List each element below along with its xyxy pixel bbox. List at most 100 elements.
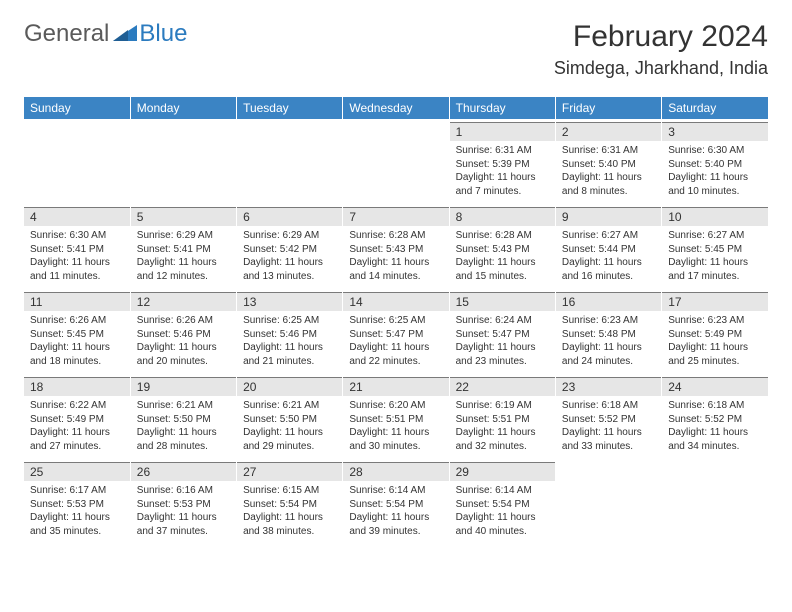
month-title: February 2024 (554, 20, 768, 54)
sunrise-line: Sunrise: 6:30 AM (668, 144, 762, 158)
sunset-line: Sunset: 5:43 PM (349, 243, 442, 257)
sunset-line: Sunset: 5:42 PM (243, 243, 336, 257)
calendar-cell: 21Sunrise: 6:20 AMSunset: 5:51 PMDayligh… (343, 376, 449, 461)
day-number: 25 (24, 462, 130, 481)
calendar-cell: 9Sunrise: 6:27 AMSunset: 5:44 PMDaylight… (555, 206, 661, 291)
daylight-line: Daylight: 11 hours and 39 minutes. (349, 511, 442, 538)
day-number: 17 (662, 292, 768, 311)
calendar-cell: 28Sunrise: 6:14 AMSunset: 5:54 PMDayligh… (343, 461, 449, 545)
daylight-line: Daylight: 11 hours and 28 minutes. (137, 426, 230, 453)
sunset-line: Sunset: 5:46 PM (137, 328, 230, 342)
calendar-cell (343, 121, 449, 206)
sunset-line: Sunset: 5:52 PM (668, 413, 762, 427)
weekday-header: Friday (555, 97, 661, 121)
sunrise-line: Sunrise: 6:25 AM (243, 314, 336, 328)
day-details: Sunrise: 6:20 AMSunset: 5:51 PMDaylight:… (343, 396, 448, 459)
day-number: 10 (662, 207, 768, 226)
sunset-line: Sunset: 5:54 PM (456, 498, 549, 512)
sunrise-line: Sunrise: 6:23 AM (668, 314, 762, 328)
calendar-cell: 22Sunrise: 6:19 AMSunset: 5:51 PMDayligh… (449, 376, 555, 461)
day-number: 1 (450, 122, 555, 141)
sunset-line: Sunset: 5:45 PM (668, 243, 762, 257)
day-number: 7 (343, 207, 448, 226)
daylight-line: Daylight: 11 hours and 21 minutes. (243, 341, 336, 368)
day-details: Sunrise: 6:23 AMSunset: 5:49 PMDaylight:… (662, 311, 768, 374)
calendar-cell: 6Sunrise: 6:29 AMSunset: 5:42 PMDaylight… (237, 206, 343, 291)
sunrise-line: Sunrise: 6:16 AM (137, 484, 230, 498)
sunset-line: Sunset: 5:43 PM (456, 243, 549, 257)
calendar-cell: 18Sunrise: 6:22 AMSunset: 5:49 PMDayligh… (24, 376, 130, 461)
day-number: 9 (556, 207, 661, 226)
daylight-line: Daylight: 11 hours and 30 minutes. (349, 426, 442, 453)
calendar-cell: 29Sunrise: 6:14 AMSunset: 5:54 PMDayligh… (449, 461, 555, 545)
sunset-line: Sunset: 5:54 PM (349, 498, 442, 512)
day-number: 16 (556, 292, 661, 311)
day-number: 8 (450, 207, 555, 226)
daylight-line: Daylight: 11 hours and 33 minutes. (562, 426, 655, 453)
sunrise-line: Sunrise: 6:26 AM (30, 314, 124, 328)
day-details: Sunrise: 6:29 AMSunset: 5:42 PMDaylight:… (237, 226, 342, 289)
day-details: Sunrise: 6:27 AMSunset: 5:45 PMDaylight:… (662, 226, 768, 289)
day-details: Sunrise: 6:25 AMSunset: 5:47 PMDaylight:… (343, 311, 448, 374)
calendar-cell (24, 121, 130, 206)
day-details: Sunrise: 6:30 AMSunset: 5:41 PMDaylight:… (24, 226, 130, 289)
sunrise-line: Sunrise: 6:29 AM (137, 229, 230, 243)
calendar-cell: 8Sunrise: 6:28 AMSunset: 5:43 PMDaylight… (449, 206, 555, 291)
daylight-line: Daylight: 11 hours and 38 minutes. (243, 511, 336, 538)
day-details: Sunrise: 6:18 AMSunset: 5:52 PMDaylight:… (556, 396, 661, 459)
day-number: 5 (131, 207, 236, 226)
calendar-cell: 13Sunrise: 6:25 AMSunset: 5:46 PMDayligh… (237, 291, 343, 376)
daylight-line: Daylight: 11 hours and 22 minutes. (349, 341, 442, 368)
day-details: Sunrise: 6:14 AMSunset: 5:54 PMDaylight:… (450, 481, 555, 544)
sunset-line: Sunset: 5:50 PM (137, 413, 230, 427)
sunrise-line: Sunrise: 6:23 AM (562, 314, 655, 328)
day-number: 15 (450, 292, 555, 311)
daylight-line: Daylight: 11 hours and 24 minutes. (562, 341, 655, 368)
sunset-line: Sunset: 5:52 PM (562, 413, 655, 427)
day-number: 20 (237, 377, 342, 396)
weekday-header: Tuesday (237, 97, 343, 121)
calendar-header-row: SundayMondayTuesdayWednesdayThursdayFrid… (24, 97, 768, 121)
daylight-line: Daylight: 11 hours and 17 minutes. (668, 256, 762, 283)
sunset-line: Sunset: 5:47 PM (349, 328, 442, 342)
day-details: Sunrise: 6:26 AMSunset: 5:46 PMDaylight:… (131, 311, 236, 374)
sunrise-line: Sunrise: 6:27 AM (562, 229, 655, 243)
day-details: Sunrise: 6:26 AMSunset: 5:45 PMDaylight:… (24, 311, 130, 374)
sunset-line: Sunset: 5:51 PM (456, 413, 549, 427)
location: Simdega, Jharkhand, India (554, 58, 768, 79)
sunrise-line: Sunrise: 6:14 AM (349, 484, 442, 498)
day-number: 21 (343, 377, 448, 396)
day-details: Sunrise: 6:27 AMSunset: 5:44 PMDaylight:… (556, 226, 661, 289)
daylight-line: Daylight: 11 hours and 32 minutes. (456, 426, 549, 453)
logo-text-general: General (24, 20, 109, 48)
daylight-line: Daylight: 11 hours and 12 minutes. (137, 256, 230, 283)
calendar-cell: 7Sunrise: 6:28 AMSunset: 5:43 PMDaylight… (343, 206, 449, 291)
day-number: 14 (343, 292, 448, 311)
calendar-cell: 4Sunrise: 6:30 AMSunset: 5:41 PMDaylight… (24, 206, 130, 291)
daylight-line: Daylight: 11 hours and 35 minutes. (30, 511, 124, 538)
sunrise-line: Sunrise: 6:15 AM (243, 484, 336, 498)
sunrise-line: Sunrise: 6:22 AM (30, 399, 124, 413)
day-details: Sunrise: 6:31 AMSunset: 5:40 PMDaylight:… (556, 141, 661, 204)
day-details: Sunrise: 6:16 AMSunset: 5:53 PMDaylight:… (131, 481, 236, 544)
weekday-header: Sunday (24, 97, 130, 121)
daylight-line: Daylight: 11 hours and 15 minutes. (456, 256, 549, 283)
sunrise-line: Sunrise: 6:18 AM (562, 399, 655, 413)
calendar-cell: 1Sunrise: 6:31 AMSunset: 5:39 PMDaylight… (449, 121, 555, 206)
daylight-line: Daylight: 11 hours and 23 minutes. (456, 341, 549, 368)
day-number: 29 (450, 462, 555, 481)
day-details: Sunrise: 6:30 AMSunset: 5:40 PMDaylight:… (662, 141, 768, 204)
day-number: 19 (131, 377, 236, 396)
day-number: 11 (24, 292, 130, 311)
weekday-header: Wednesday (343, 97, 449, 121)
sunset-line: Sunset: 5:41 PM (30, 243, 124, 257)
daylight-line: Daylight: 11 hours and 7 minutes. (456, 171, 549, 198)
sunset-line: Sunset: 5:45 PM (30, 328, 124, 342)
daylight-line: Daylight: 11 hours and 18 minutes. (30, 341, 124, 368)
calendar-body: 1Sunrise: 6:31 AMSunset: 5:39 PMDaylight… (24, 121, 768, 545)
day-number: 13 (237, 292, 342, 311)
day-number: 24 (662, 377, 768, 396)
sunrise-line: Sunrise: 6:25 AM (349, 314, 442, 328)
daylight-line: Daylight: 11 hours and 10 minutes. (668, 171, 762, 198)
day-details: Sunrise: 6:22 AMSunset: 5:49 PMDaylight:… (24, 396, 130, 459)
